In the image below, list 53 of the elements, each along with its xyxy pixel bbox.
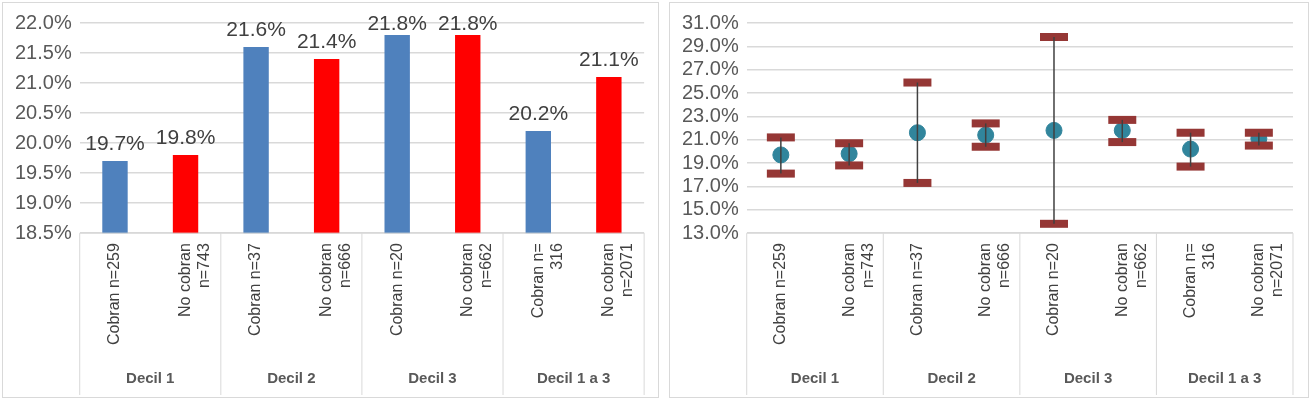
data-label: 21.4% (296, 29, 357, 53)
x-tick-label: Cobran n=37 (907, 243, 925, 337)
y-tick-label: 17.0% (681, 173, 739, 196)
y-tick-label: 20.5% (14, 100, 72, 123)
text: Decil 1 (790, 369, 840, 387)
y-tick-label: 19.5% (14, 160, 72, 183)
text: Decil 3 (1063, 369, 1113, 387)
y-tick-label: 21.0% (681, 127, 739, 150)
x-tick-label: No cobran n=662 (458, 243, 495, 317)
y-tick-label: 18.5% (14, 220, 72, 243)
x-tick-label: Cobran n= 316 (1180, 243, 1218, 319)
y-tick-label: 31.0% (681, 10, 739, 33)
text: Decil 2 (267, 369, 316, 387)
y-tick-label: 19.0% (681, 150, 739, 173)
text: Decil 3 (408, 369, 457, 387)
x-tick-label: Cobran n=20 (387, 243, 405, 337)
data-label: 21.8% (367, 11, 427, 35)
x-tick-label: No cobran n=743 (839, 243, 876, 317)
x-tick-label: No cobran n=2071 (599, 243, 636, 317)
data-label: 21.6% (226, 17, 286, 41)
data-label: 19.7% (85, 131, 145, 155)
point (908, 124, 926, 142)
x-tick-label: No cobran n=666 (317, 243, 354, 317)
x-tick-label: Cobran n=259 (105, 243, 123, 345)
x-tick-label: Cobran n=20 (1044, 243, 1062, 337)
x-tick-label: No cobran n=666 (976, 243, 1013, 317)
x-tick-label: Cobran n= 316 (528, 243, 565, 319)
data-label: 19.8% (155, 125, 216, 149)
x-tick-label: No cobran n=662 (1112, 243, 1149, 317)
y-tick-label: 29.0% (681, 33, 739, 56)
point (977, 126, 995, 144)
y-tick-label: 25.0% (681, 80, 739, 103)
y-tick-label: 21.0% (14, 70, 72, 93)
y-tick-label: 22.0% (14, 10, 72, 33)
point (1182, 140, 1200, 158)
y-tick-label: 15.0% (681, 197, 739, 220)
x-tick-label: No cobran n=2071 (1249, 243, 1286, 317)
data-label: 21.8% (437, 11, 498, 35)
data-label: 21.1% (579, 47, 639, 71)
y-tick-label: 21.5% (14, 40, 72, 63)
x-tick-label: Cobran n=259 (771, 243, 789, 345)
y-tick-label: 23.0% (681, 103, 739, 126)
y-tick-label: 27.0% (681, 57, 739, 80)
data-label: 20.2% (508, 101, 569, 125)
text: Decil 1 a 3 (1188, 369, 1262, 387)
text: Decil 1 a 3 (536, 369, 611, 387)
x-tick-label: No cobran n=743 (175, 243, 213, 317)
y-tick-label: 20.0% (14, 130, 72, 153)
text: Decil 2 (927, 369, 976, 387)
x-tick-label: Cobran n=37 (246, 243, 264, 337)
y-tick-label: 13.0% (681, 220, 739, 243)
text: Decil 1 (126, 369, 175, 387)
y-tick-label: 19.0% (14, 190, 72, 213)
